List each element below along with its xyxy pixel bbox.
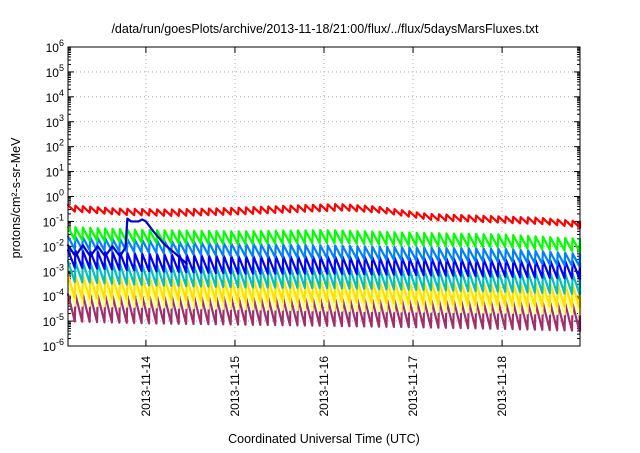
y-tick-label: 10-2 bbox=[43, 237, 64, 254]
y-tick-label: 10-4 bbox=[43, 287, 64, 304]
y-tick-labels: 106 105 104 103 102 101 100 10-1 10-2 10-3 10-4 10-… bbox=[43, 38, 64, 354]
series-line-2 bbox=[66, 225, 582, 253]
grid-layer bbox=[68, 47, 580, 346]
x-tick-label: 2013-11-17 bbox=[406, 356, 420, 417]
x-axis-label: Coordinated Universal Time (UTC) bbox=[228, 432, 420, 446]
y-tick-label: 104 bbox=[46, 88, 64, 105]
series-layer bbox=[66, 203, 582, 333]
x-tick-label: 2013-11-16 bbox=[317, 356, 331, 417]
y-tick-label: 10-6 bbox=[43, 337, 64, 354]
series-line-3 bbox=[66, 235, 582, 268]
y-tick-label: 103 bbox=[46, 113, 64, 130]
y-tick-label: 100 bbox=[46, 188, 64, 205]
y-tick-label: 106 bbox=[46, 38, 64, 55]
y-tick-label: 10-3 bbox=[43, 262, 64, 279]
series-line-1 bbox=[66, 203, 582, 229]
y-axis-label: protons/cm²-s-sr-MeV bbox=[9, 137, 23, 259]
x-tick-label: 2013-11-15 bbox=[228, 356, 242, 417]
event-series-line bbox=[66, 217, 188, 265]
y-tick-label: 10-5 bbox=[43, 312, 64, 329]
x-tick-label: 2013-11-18 bbox=[495, 356, 509, 417]
y-tick-label: 10-1 bbox=[43, 212, 64, 229]
chart-title: /data/run/goesPlots/archive/2013-11-18/2… bbox=[111, 22, 539, 36]
y-tick-label: 105 bbox=[46, 63, 64, 80]
plot-frame bbox=[67, 46, 581, 347]
y-tick-label: 101 bbox=[46, 163, 64, 180]
y-tick-label: 102 bbox=[46, 138, 64, 155]
x-tick-label: 2013-11-14 bbox=[139, 356, 153, 417]
x-tick-labels: 2013-11-14 2013-11-15 2013-11-16 2013-11-17… bbox=[139, 356, 509, 417]
